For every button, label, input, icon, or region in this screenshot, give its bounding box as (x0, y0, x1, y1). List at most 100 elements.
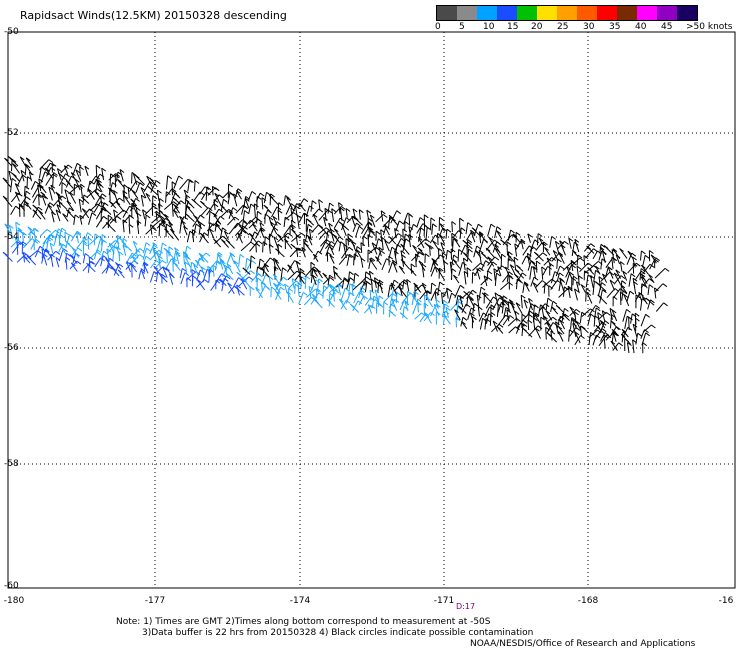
wind-barb (393, 250, 398, 265)
wind-barb-tick (401, 254, 406, 259)
wind-barb (545, 327, 547, 340)
lon-label: -174 (289, 596, 311, 606)
wind-barb-tick (175, 252, 181, 257)
wind-barb-tick (155, 210, 161, 215)
wind-barb-tick (214, 192, 220, 197)
wind-barb (425, 296, 434, 308)
wind-barb-tick (423, 294, 429, 299)
wind-barb-tick (8, 156, 13, 160)
wind-barb-tick (269, 233, 274, 238)
wind-barb (150, 180, 157, 194)
wind-barb (528, 325, 539, 337)
wind-barb-tick (15, 183, 20, 187)
wind-barb-tick (128, 214, 134, 219)
wind-barb-tick (488, 236, 494, 241)
wind-barb-tick (298, 202, 304, 207)
wind-barb (325, 246, 330, 257)
wind-barb-tick (50, 234, 56, 238)
wind-barb (572, 257, 581, 266)
lat-label: -50 (4, 27, 19, 37)
wind-barb-tick (236, 284, 241, 289)
wind-barb-tick (38, 210, 44, 215)
wind-barb (223, 264, 229, 278)
wind-barb (430, 288, 438, 301)
wind-barb-tick (25, 190, 31, 195)
wind-barb-tick (22, 174, 27, 179)
wind-barb-tick (84, 165, 90, 170)
wind-barb (601, 273, 608, 283)
wind-barb-tick (262, 241, 268, 246)
wind-barb-tick (508, 299, 514, 303)
wind-barb (395, 292, 398, 304)
wind-barb-tick (82, 236, 88, 241)
legend-swatch (617, 6, 637, 20)
wind-barb (421, 263, 425, 278)
wind-barb (347, 233, 349, 246)
wind-barb-tick (126, 261, 131, 266)
wind-barb (65, 234, 71, 248)
wind-barb-tick (412, 244, 417, 249)
wind-barb-tick (109, 257, 114, 262)
wind-barb (87, 188, 95, 200)
wind-barb (352, 208, 356, 219)
wind-barb (603, 334, 606, 349)
wind-barb (155, 260, 163, 268)
wind-barb-tick (443, 260, 449, 265)
wind-barb (545, 310, 553, 321)
wind-barb-tick (217, 253, 222, 258)
wind-barb-tick (529, 310, 534, 315)
wind-barb (387, 216, 391, 229)
wind-barb-tick (394, 227, 399, 232)
wind-barb-tick (482, 312, 488, 317)
wind-barb (341, 217, 347, 231)
wind-barb (595, 265, 601, 275)
wind-barb-tick (463, 290, 468, 295)
wind-barb (570, 260, 574, 271)
wind-barb (184, 255, 191, 268)
wind-barb (641, 296, 648, 305)
wind-barb-tick (243, 220, 248, 225)
wind-barb (308, 286, 312, 298)
wind-barb-tick (50, 253, 56, 258)
wind-barb-tick (119, 169, 125, 173)
wind-barb (74, 179, 81, 191)
wind-barb-tick (234, 216, 240, 221)
wind-barb-tick (40, 166, 46, 171)
wind-barb-tick (118, 269, 123, 274)
wind-barb-tick (268, 216, 274, 221)
wind-barb (288, 280, 297, 289)
wind-barb-tick (290, 243, 296, 248)
wind-barb (340, 288, 346, 301)
wind-barb-tick (169, 273, 174, 278)
wind-barb (374, 289, 379, 301)
wind-barb (94, 193, 103, 206)
wind-barb (96, 182, 103, 193)
wind-barb-tick (533, 276, 539, 281)
wind-barb (214, 220, 218, 232)
wind-barb (261, 197, 264, 210)
wind-barb-tick (438, 247, 443, 252)
wind-barb-tick (376, 302, 382, 307)
wind-barb (127, 187, 130, 199)
wind-barb-tick (249, 286, 255, 291)
legend-swatch (537, 6, 557, 20)
wind-barb-tick (478, 249, 484, 254)
wind-barb-tick (224, 264, 229, 269)
wind-barb (527, 233, 531, 243)
wind-barb-tick (462, 316, 468, 321)
wind-barb-tick (368, 226, 374, 231)
wind-barb (70, 231, 78, 242)
wind-barb-tick (640, 273, 646, 278)
wind-barb-tick (251, 190, 257, 195)
lon-label: -16 (718, 596, 734, 606)
wind-barb (607, 266, 614, 279)
wind-barb-tick (37, 206, 43, 211)
wind-barb (122, 244, 127, 256)
wind-barb (307, 236, 313, 246)
wind-barb-tick (635, 262, 641, 267)
wind-barb-tick (242, 267, 248, 272)
wind-barb-tick (207, 265, 212, 270)
wind-barb-tick (287, 264, 293, 269)
wind-barb-tick (150, 224, 155, 229)
wind-barb-tick (358, 225, 364, 230)
